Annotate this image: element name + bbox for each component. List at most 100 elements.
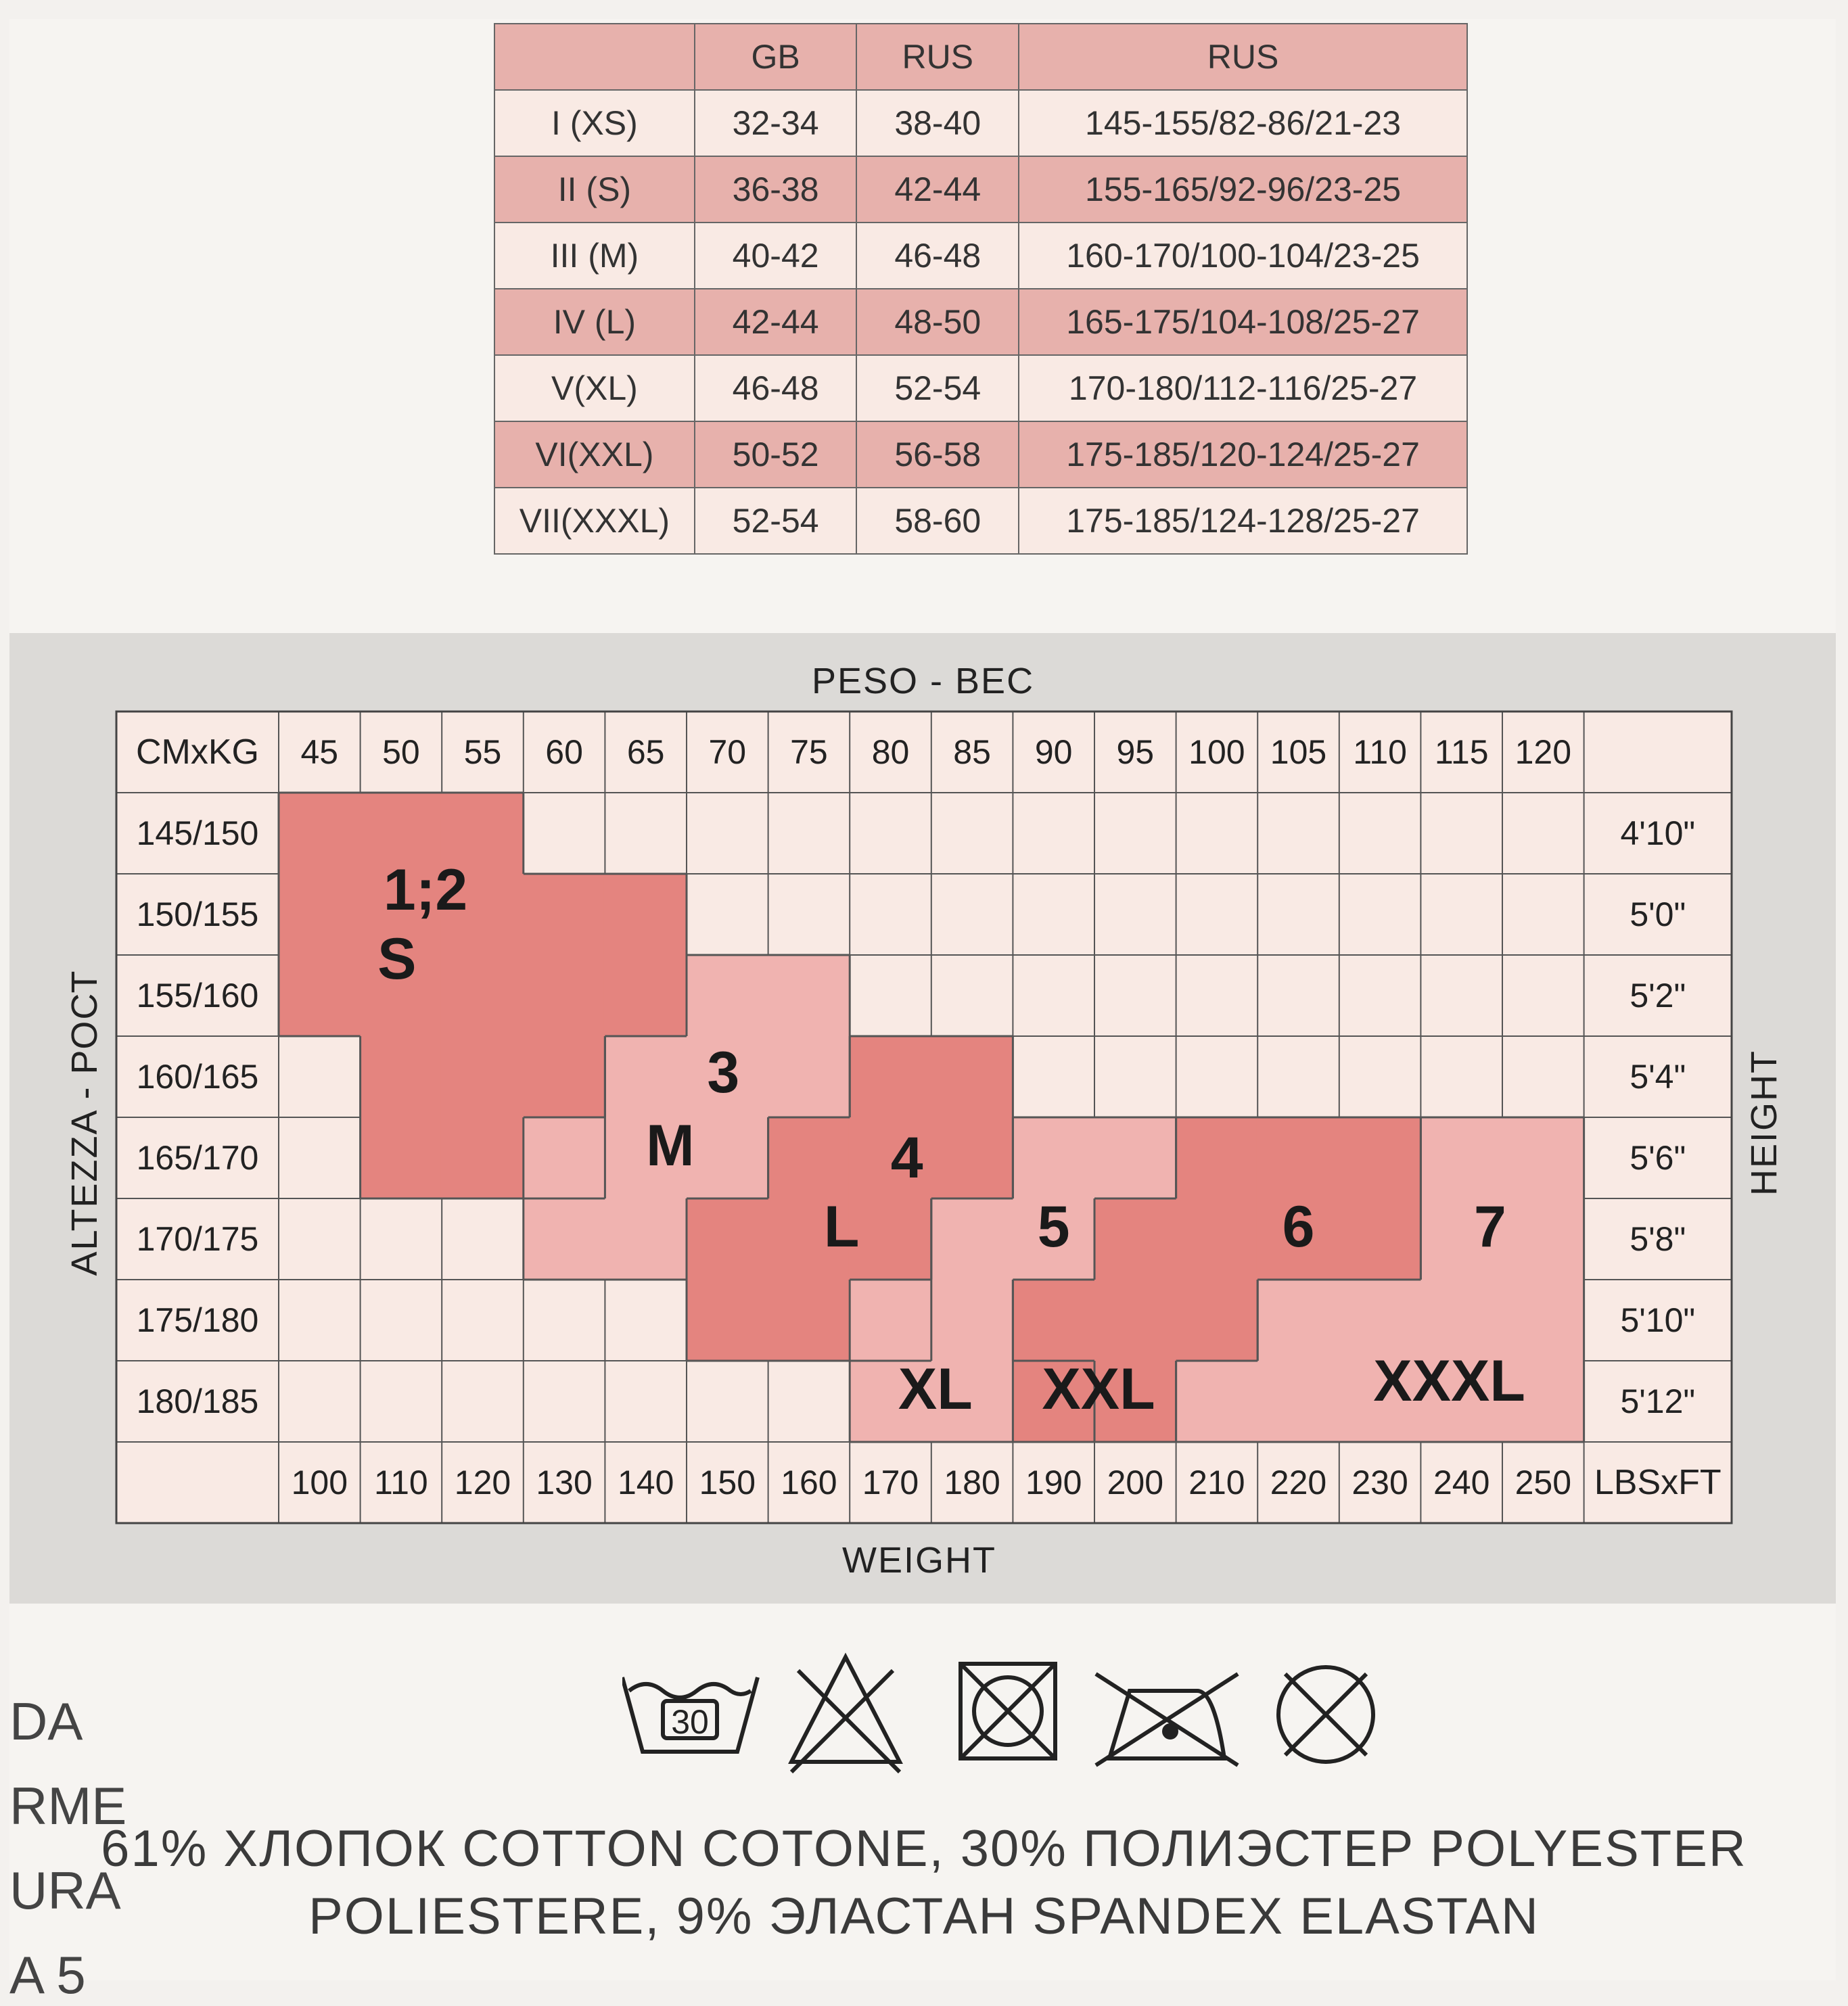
size-region-fill	[1011, 1197, 1094, 1279]
kg-tick-label: 105	[1270, 733, 1326, 771]
size-region-fill	[1258, 1280, 1341, 1362]
cm-tick-label: 145/150	[137, 814, 259, 852]
cm-tick-label: 150/155	[137, 895, 259, 933]
region-size-label: L	[824, 1194, 860, 1259]
size-region-fill	[767, 1035, 850, 1117]
table-row: VI(XXL) 50-52 56-58 175-185/120-124/25-2…	[494, 421, 1468, 488]
lbs-tick-label: 210	[1188, 1464, 1245, 1501]
size-region-fill	[1338, 1359, 1422, 1441]
kg-tick-label: 120	[1515, 733, 1571, 771]
size-cell: I (XS)	[494, 89, 695, 157]
composition-line-1: 61% ХЛОПОК COTTON COTONE, 30% ПОЛИЭСТЕР …	[101, 1820, 1747, 1877]
header-cell: RUS	[856, 23, 1020, 91]
lbs-tick-label: 120	[455, 1464, 511, 1501]
lbs-tick-label: 220	[1270, 1464, 1326, 1501]
region-number-label: 5	[1038, 1194, 1070, 1259]
size-region-fill	[930, 1116, 1013, 1198]
region-size-label: XXL	[1042, 1357, 1155, 1422]
size-region-fill	[440, 954, 525, 1037]
lbs-tick-label: 140	[618, 1464, 674, 1501]
measures-cell: 145-155/82-86/21-23	[1018, 89, 1468, 157]
size-region-fill	[603, 874, 686, 956]
region-number-label: 4	[891, 1125, 923, 1190]
rus-cell: 52-54	[856, 354, 1020, 422]
measures-cell: 175-185/124-128/25-27	[1018, 487, 1468, 555]
lbs-tick-label: 240	[1433, 1464, 1489, 1501]
size-region-fill	[848, 1197, 931, 1281]
cm-tick-label: 170/175	[137, 1220, 259, 1258]
size-region-fill	[603, 1197, 686, 1279]
size-region-fill	[440, 1035, 525, 1119]
measures-cell: 155-165/92-96/23-25	[1018, 156, 1468, 223]
corner-bottom-label: LBSxFT	[1594, 1463, 1722, 1502]
size-region-fill	[361, 1116, 443, 1198]
gb-cell: 40-42	[693, 222, 858, 289]
size-region-fill	[524, 1197, 606, 1279]
size-region-fill	[1095, 1199, 1178, 1281]
size-region-fill	[1419, 1359, 1504, 1441]
table-row: VII(XXXL) 52-54 58-60 175-185/124-128/25…	[494, 487, 1468, 555]
cm-tick-label: 175/180	[137, 1301, 259, 1339]
size-region-fill	[440, 872, 525, 956]
lbs-tick-label: 200	[1107, 1464, 1163, 1501]
ft-tick-label: 4'10"	[1620, 814, 1695, 852]
region-number-label: 1;2	[384, 858, 467, 923]
kg-tick-label: 115	[1435, 733, 1489, 771]
size-region-fill	[522, 874, 606, 956]
top-axis-label: PESO - ВЕС	[812, 661, 1035, 701]
size-region-fill	[685, 1035, 770, 1119]
region-size-label: M	[646, 1113, 695, 1178]
kg-tick-label: 65	[627, 733, 665, 771]
size-region-fill	[279, 793, 362, 875]
composition-line-2: POLIESTERE, 9% ЭЛАСТАН SPANDEX ELASTAN	[308, 1888, 1540, 1945]
lbs-tick-label: 160	[781, 1464, 837, 1501]
size-region-fill	[1419, 1278, 1504, 1362]
kg-tick-label: 55	[464, 733, 502, 771]
size-region-fill	[440, 793, 523, 875]
size-region-fill	[1421, 1197, 1504, 1281]
kg-tick-label: 60	[545, 733, 583, 771]
table-row: II (S) 36-38 42-44 155-165/92-96/23-25	[494, 156, 1468, 223]
left-text-fragment: DA	[9, 1692, 83, 1751]
grid-frame	[115, 710, 1733, 1524]
rus-cell: 42-44	[856, 156, 1020, 223]
no-bleach-icon	[788, 1652, 903, 1774]
kg-tick-label: 110	[1353, 733, 1407, 771]
size-cell: V(XL)	[494, 354, 695, 422]
lbs-tick-label: 100	[292, 1464, 348, 1501]
size-region-fill	[1175, 1197, 1259, 1281]
lbs-tick-label: 190	[1025, 1464, 1082, 1501]
ft-tick-label: 5'10"	[1620, 1301, 1695, 1339]
kg-tick-label: 75	[790, 733, 828, 771]
table-row: III (M) 40-42 46-48 160-170/100-104/23-2…	[494, 222, 1468, 289]
ft-tick-label: 5'6"	[1630, 1139, 1686, 1177]
table-row: I (XS) 32-34 38-40 145-155/82-86/21-23	[494, 89, 1468, 157]
size-region-fill	[767, 1278, 851, 1360]
lbs-tick-label: 180	[944, 1464, 1000, 1501]
left-text-fragment: RME	[9, 1776, 127, 1836]
size-region-fill	[440, 1116, 525, 1198]
size-region-fill	[767, 1197, 851, 1281]
size-region-fill	[930, 1278, 1013, 1362]
gb-cell: 32-34	[693, 89, 858, 157]
rus-cell: 38-40	[856, 89, 1020, 157]
region-number-label: 3	[707, 1040, 739, 1105]
gb-cell: 42-44	[693, 288, 858, 356]
size-region-fill	[605, 1037, 688, 1119]
size-region-fill	[1338, 1118, 1420, 1200]
region-number-label: 6	[1283, 1194, 1315, 1259]
gb-cell: 36-38	[693, 156, 858, 223]
size-region-fill	[522, 1035, 605, 1119]
kg-tick-label: 100	[1188, 733, 1245, 771]
size-region-fill	[1501, 1197, 1584, 1281]
size-table-header: GB RUS RUS	[494, 23, 1468, 91]
cm-tick-label: 180/185	[137, 1382, 259, 1420]
size-region-fill	[1013, 1359, 1096, 1441]
size-cell: III (M)	[494, 222, 695, 289]
rus-cell: 58-60	[856, 487, 1020, 555]
size-region-fill	[687, 1278, 770, 1360]
kg-tick-label: 50	[382, 733, 420, 771]
table-row: IV (L) 42-44 48-50 165-175/104-108/25-27	[494, 288, 1468, 356]
size-region-fill	[1176, 1361, 1259, 1441]
cm-tick-label: 155/160	[137, 977, 259, 1014]
